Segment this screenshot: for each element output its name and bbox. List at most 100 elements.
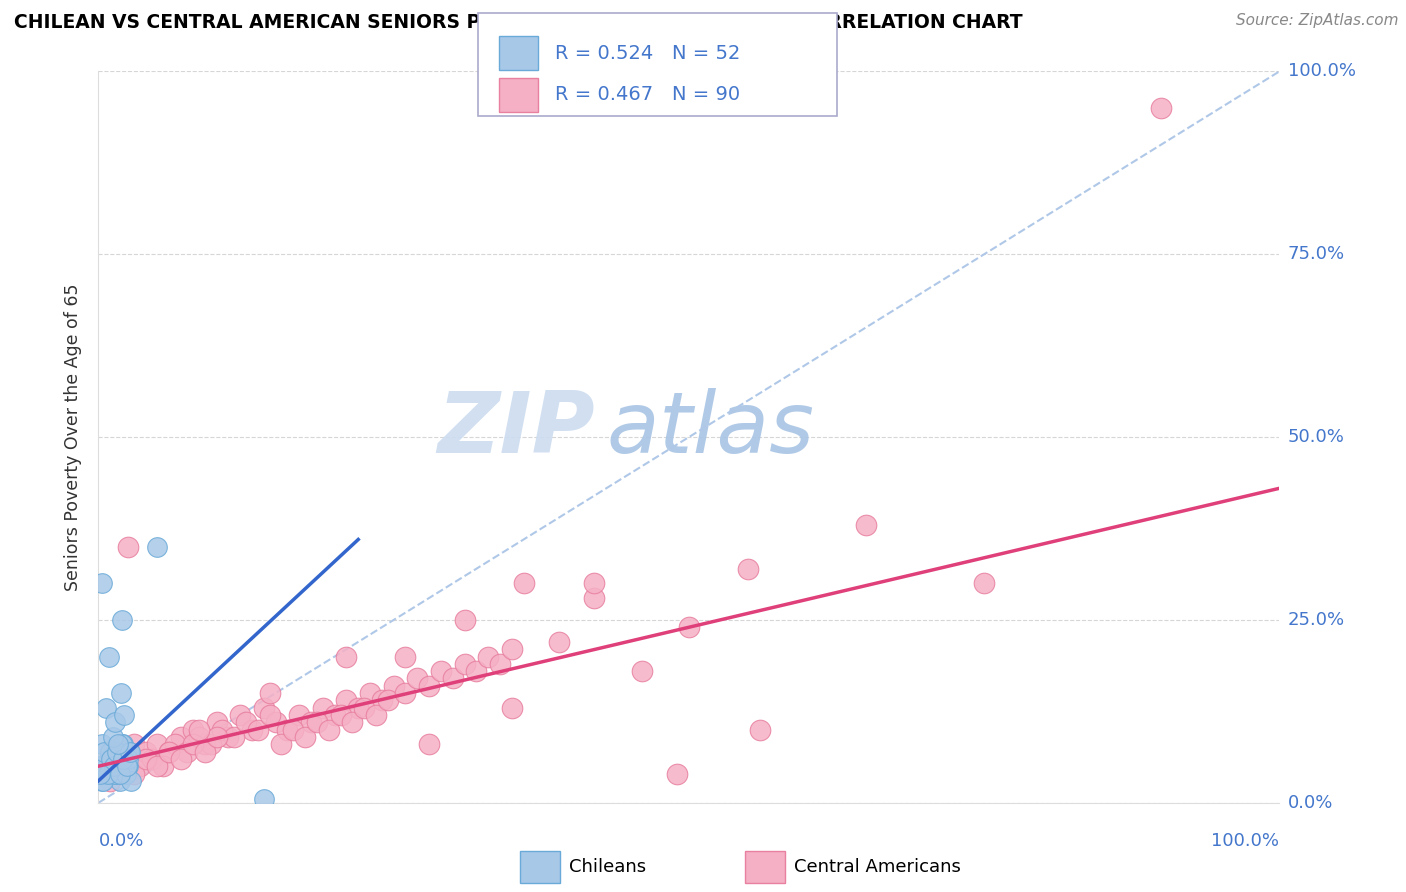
Point	[264, 715, 287, 730]
Point	[548, 635, 571, 649]
Text: 25.0%: 25.0%	[1288, 611, 1346, 629]
Point	[111, 759, 134, 773]
Point	[418, 737, 440, 751]
Point	[501, 642, 523, 657]
Point	[103, 759, 125, 773]
Point	[406, 672, 429, 686]
Point	[117, 759, 139, 773]
Point	[194, 737, 217, 751]
Point	[112, 752, 135, 766]
Point	[111, 745, 134, 759]
Text: R = 0.467: R = 0.467	[555, 85, 654, 104]
Point	[98, 752, 121, 766]
Point	[91, 576, 114, 591]
Point	[312, 700, 335, 714]
Point	[105, 745, 128, 759]
Point	[146, 540, 169, 554]
Point	[224, 730, 246, 744]
Point	[118, 745, 141, 759]
Point	[110, 686, 132, 700]
Point	[108, 766, 131, 780]
Point	[111, 745, 134, 759]
Point	[217, 730, 239, 744]
Point	[347, 700, 370, 714]
Point	[112, 708, 135, 723]
Point	[382, 679, 405, 693]
Point	[430, 664, 453, 678]
Point	[117, 752, 139, 766]
Point	[115, 759, 138, 773]
Y-axis label: Seniors Poverty Over the Age of 65: Seniors Poverty Over the Age of 65	[65, 284, 83, 591]
Point	[270, 737, 292, 751]
Point	[115, 759, 138, 773]
Point	[97, 766, 120, 780]
Point	[453, 613, 475, 627]
Point	[122, 766, 145, 780]
Point	[111, 613, 134, 627]
Point	[229, 708, 252, 723]
Point	[235, 715, 257, 730]
Point	[170, 752, 193, 766]
Point	[93, 766, 115, 780]
Text: Chileans: Chileans	[569, 858, 647, 876]
Point	[103, 766, 125, 780]
Point	[748, 723, 770, 737]
Point	[110, 752, 132, 766]
Point	[323, 708, 346, 723]
Point	[98, 773, 121, 788]
Point	[98, 745, 121, 759]
Point	[105, 766, 128, 780]
Point	[98, 649, 121, 664]
Point	[105, 752, 128, 766]
Point	[146, 737, 169, 751]
Text: 50.0%: 50.0%	[1288, 428, 1344, 446]
Point	[477, 649, 499, 664]
Point	[283, 723, 305, 737]
Point	[489, 657, 512, 671]
Point	[152, 759, 174, 773]
Point	[101, 766, 124, 780]
Point	[359, 686, 381, 700]
Point	[501, 700, 523, 714]
Point	[100, 759, 122, 773]
Text: R = 0.524: R = 0.524	[555, 44, 654, 63]
Point	[104, 745, 127, 759]
Point	[353, 700, 375, 714]
Point	[93, 766, 115, 780]
Text: N = 52: N = 52	[672, 44, 741, 63]
Point	[299, 715, 322, 730]
Point	[335, 693, 357, 707]
Text: ZIP: ZIP	[437, 388, 595, 471]
Point	[305, 715, 328, 730]
Point	[329, 708, 352, 723]
Point	[205, 715, 228, 730]
Point	[100, 752, 122, 766]
Point	[165, 737, 187, 751]
Text: Source: ZipAtlas.com: Source: ZipAtlas.com	[1236, 13, 1399, 29]
Point	[855, 517, 877, 532]
Point	[583, 591, 606, 605]
Point	[91, 737, 114, 751]
Point	[98, 752, 121, 766]
Point	[120, 745, 142, 759]
Point	[135, 752, 157, 766]
Point	[678, 620, 700, 634]
Point	[117, 540, 139, 554]
Point	[187, 730, 209, 744]
Point	[318, 723, 340, 737]
Text: CHILEAN VS CENTRAL AMERICAN SENIORS POVERTY OVER THE AGE OF 65 CORRELATION CHART: CHILEAN VS CENTRAL AMERICAN SENIORS POVE…	[14, 13, 1022, 32]
Point	[583, 576, 606, 591]
Point	[93, 745, 115, 759]
Point	[170, 730, 193, 744]
Point	[89, 766, 111, 780]
Point	[394, 686, 416, 700]
Point	[377, 693, 399, 707]
Text: Central Americans: Central Americans	[794, 858, 962, 876]
Point	[240, 723, 263, 737]
Point	[176, 745, 198, 759]
Point	[94, 700, 117, 714]
Point	[630, 664, 652, 678]
Point	[181, 737, 204, 751]
Point	[465, 664, 488, 678]
Point	[94, 766, 117, 780]
